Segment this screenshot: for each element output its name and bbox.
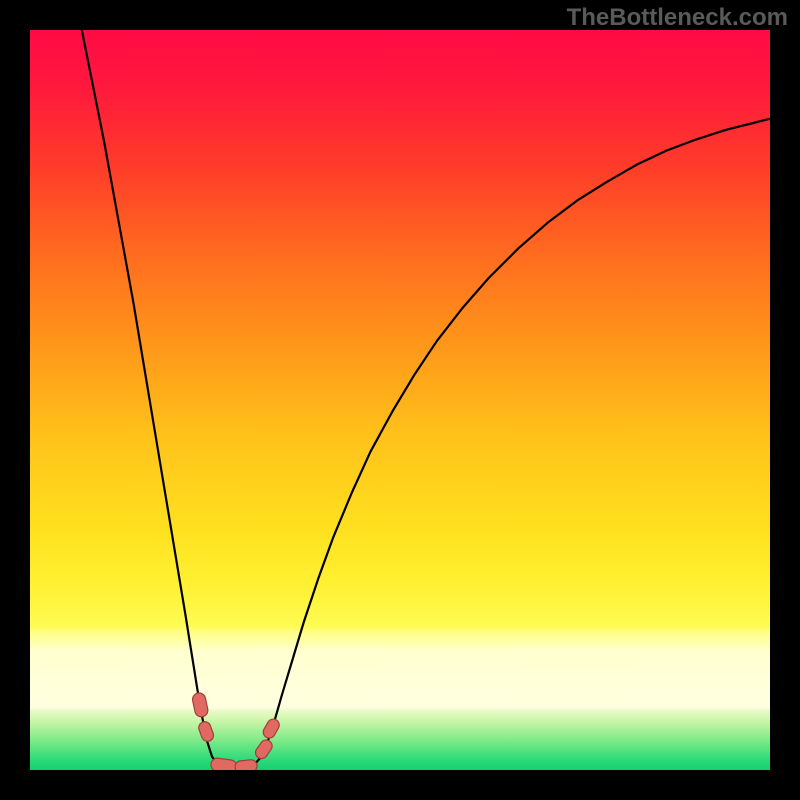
watermark-text: TheBottleneck.com xyxy=(567,4,788,32)
chart-svg xyxy=(30,30,770,770)
chart-plot-area xyxy=(30,30,770,770)
